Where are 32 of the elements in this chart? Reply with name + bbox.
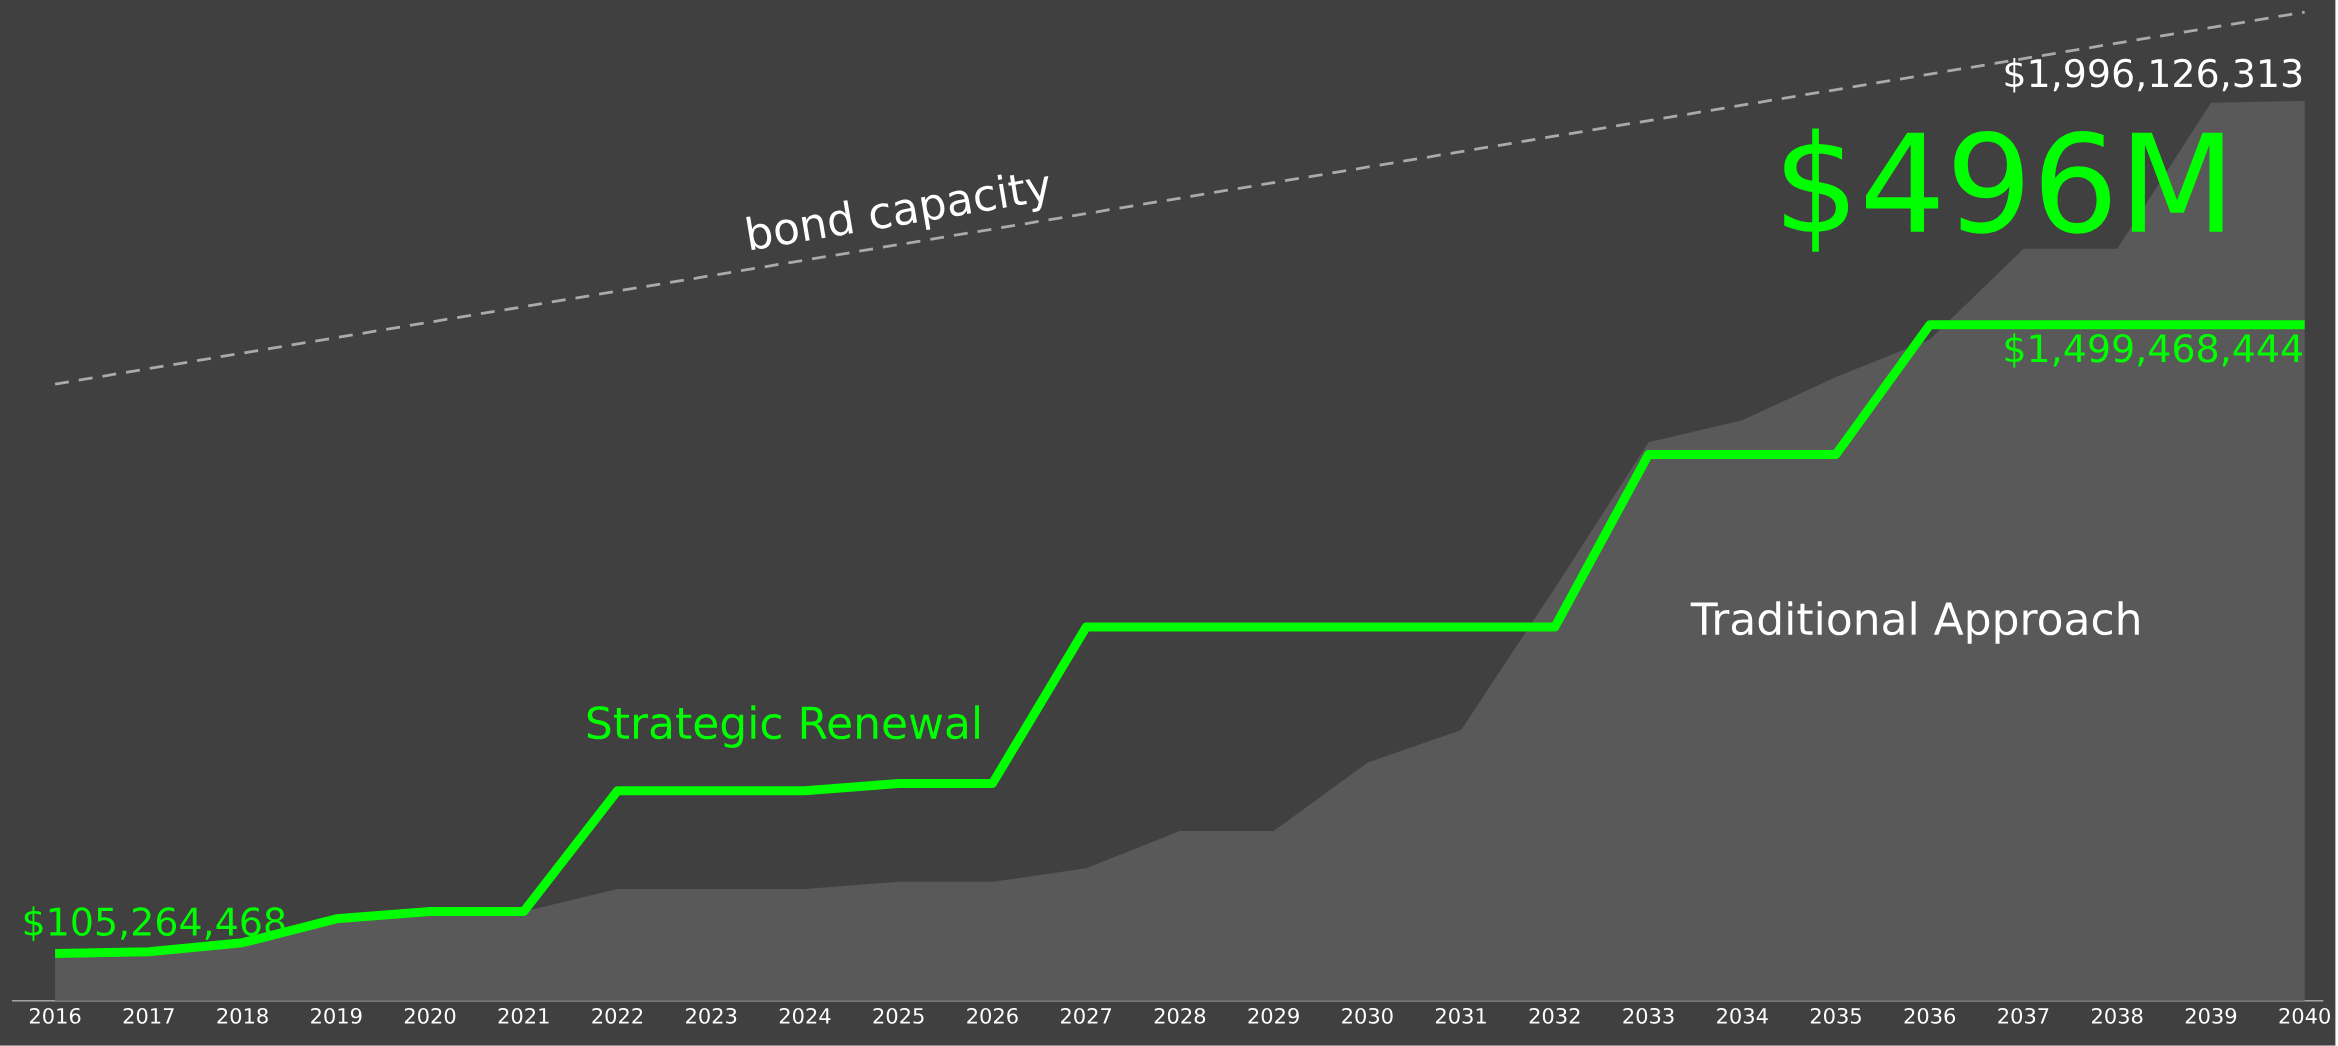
x-tick-label: 2024 bbox=[779, 1008, 831, 1024]
x-tick-label: 2022 bbox=[592, 1008, 643, 1024]
data-label: $1,499,468,444 bbox=[2005, 333, 2303, 368]
data-label: $105,264,468 bbox=[24, 906, 285, 942]
x-tick-label: 2040 bbox=[2279, 1008, 2330, 1024]
data-label: $1,996,126,313 bbox=[2005, 58, 2302, 93]
x-tick-label: 2038 bbox=[2092, 1008, 2143, 1024]
x-tick-label: 2033 bbox=[1623, 1008, 1674, 1024]
x-tick-label: 2016 bbox=[29, 1008, 81, 1024]
x-tick-label: 2036 bbox=[1904, 1008, 1956, 1024]
x-tick-label: 2034 bbox=[1717, 1008, 1768, 1024]
text: bond capacity bbox=[746, 174, 1049, 251]
x-tick-label: 2019 bbox=[311, 1008, 362, 1024]
x-tick-label: 2023 bbox=[686, 1008, 737, 1024]
x-tick-label: 2032 bbox=[1529, 1008, 1580, 1024]
series-label: Strategic Renewal bbox=[587, 705, 980, 748]
x-tick-label: 2037 bbox=[1998, 1008, 2049, 1024]
x-tick-label: 2029 bbox=[1248, 1008, 1299, 1024]
annotation: $496M bbox=[1784, 128, 2223, 252]
x-tick-label: 2030 bbox=[1342, 1008, 1393, 1024]
series-label: Traditional Approach bbox=[1690, 601, 2139, 644]
x-tick-label: 2026 bbox=[967, 1008, 1018, 1024]
x-tick-label: 2025 bbox=[873, 1008, 924, 1024]
x-tick-label: 2027 bbox=[1061, 1008, 1112, 1024]
x-tick-label: 2031 bbox=[1435, 1008, 1486, 1024]
x-tick-label: 2017 bbox=[123, 1008, 174, 1024]
x-tick-label: 2028 bbox=[1154, 1008, 1206, 1024]
x-tick-label: 2021 bbox=[498, 1008, 549, 1024]
x-tick-label: 2039 bbox=[2185, 1008, 2237, 1024]
x-tick-label: 2035 bbox=[1810, 1008, 1861, 1024]
x-tick-label: 2018 bbox=[217, 1008, 268, 1024]
x-tick-label: 2020 bbox=[404, 1008, 456, 1024]
